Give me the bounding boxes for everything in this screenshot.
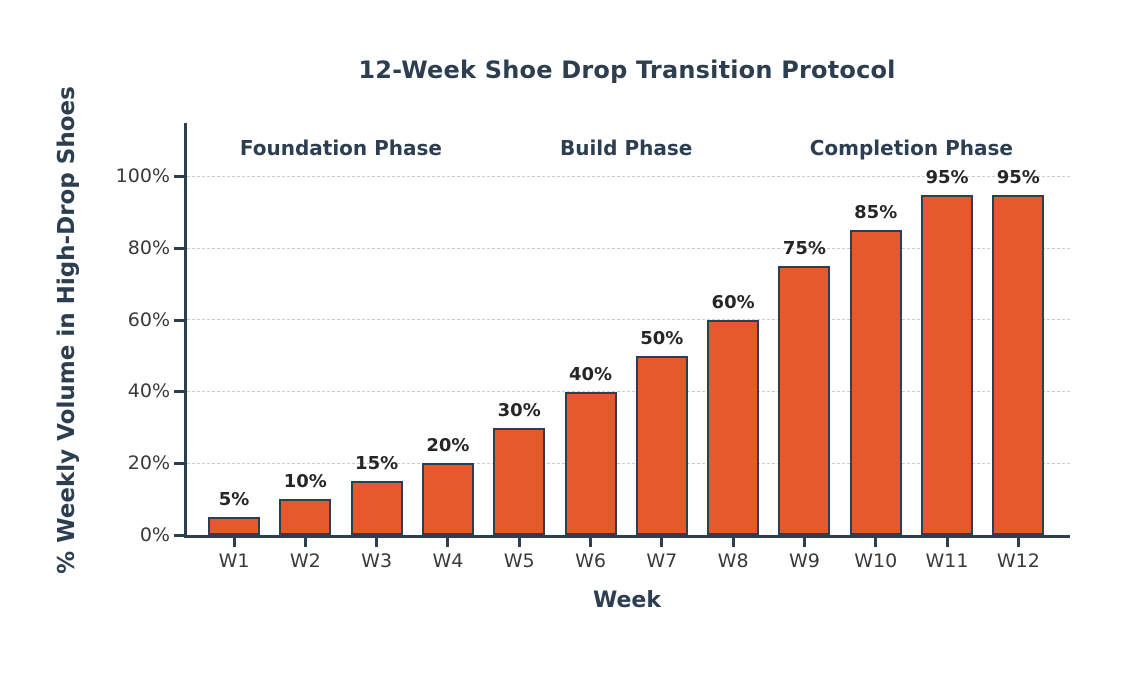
y-tick-label: 40% [127,380,170,403]
bar-value-label: 95% [925,166,969,188]
bar-value-label: 60% [711,292,755,314]
bar [635,355,688,535]
y-tick-mark [174,175,184,179]
gridline [187,462,1070,464]
bar-value-label: 40% [568,363,613,385]
x-tick-mark [874,538,878,547]
gridline [187,175,1070,177]
x-tick-mark [232,538,236,547]
bar [208,517,260,535]
x-tick-mark [589,538,592,547]
bar [493,427,546,535]
x-tick-mark [945,538,949,547]
plot-area: 0% 20% 40% 60% 80% 100% 5% W1 10% W2 15% W3 20% W4 30%… [116,123,1070,572]
x-tick-label: W5 [503,550,535,572]
bar-value-label: 15% [355,453,399,475]
bar-value-label: 30% [497,399,541,421]
x-tick-mark [731,538,735,547]
bar-value-label: 85% [854,202,898,224]
x-tick-label: W7 [646,550,678,572]
bar-value-label: 95% [996,166,1040,188]
y-tick-mark [174,390,184,394]
gridline [187,390,1070,392]
x-tick-label: W11 [925,550,969,572]
bar [350,481,403,535]
bar-value-label: 75% [782,238,826,260]
phase-annotation: Build Phase [559,136,693,160]
x-tick-label: W3 [361,550,393,572]
x-tick-mark [375,538,379,547]
bar-value-label: 10% [283,471,327,493]
y-tick-mark [174,461,184,465]
x-tick-label: W8 [717,550,749,572]
x-tick-label: W6 [575,550,606,572]
y-tick-mark [174,318,184,322]
chart-title: 12-Week Shoe Drop Transition Protocol [358,56,896,84]
x-tick-mark [303,538,307,547]
x-tick-mark [446,538,450,547]
bar [279,499,332,535]
gridline [187,247,1070,249]
y-tick-mark [174,533,184,537]
x-tick-label: W2 [289,550,321,572]
bar-value-label: 50% [640,327,684,349]
bar [778,266,831,535]
y-tick-mark [174,246,184,250]
bar [564,391,617,535]
bar [992,194,1045,535]
bar [421,463,474,535]
bar-value-label: 5% [218,489,250,511]
x-axis-spine [184,535,1070,538]
x-tick-mark [660,538,664,547]
x-tick-mark [517,538,521,547]
x-tick-label: W1 [218,550,250,572]
x-axis-label: Week [593,588,661,613]
bar [921,194,973,535]
x-tick-mark [1016,538,1020,547]
y-axis-label: % Weekly Volume in High-Drop Shoes [54,86,80,574]
y-axis-spine [184,123,187,538]
phase-annotation: Foundation Phase [239,136,442,160]
x-tick-label: W4 [432,550,464,572]
x-tick-mark [802,538,806,547]
gridline [187,319,1070,321]
phase-annotation: Completion Phase [809,136,1013,160]
y-tick-label: 80% [127,236,170,259]
x-tick-label: W12 [996,550,1040,572]
bar [707,320,760,535]
bar [849,230,902,535]
y-tick-label: 100% [115,165,170,188]
x-tick-label: W9 [788,550,820,572]
y-tick-label: 20% [127,451,170,474]
y-tick-label: 0% [139,523,170,546]
bar-value-label: 20% [426,435,470,457]
x-tick-label: W10 [854,550,898,572]
y-tick-label: 60% [127,308,170,331]
